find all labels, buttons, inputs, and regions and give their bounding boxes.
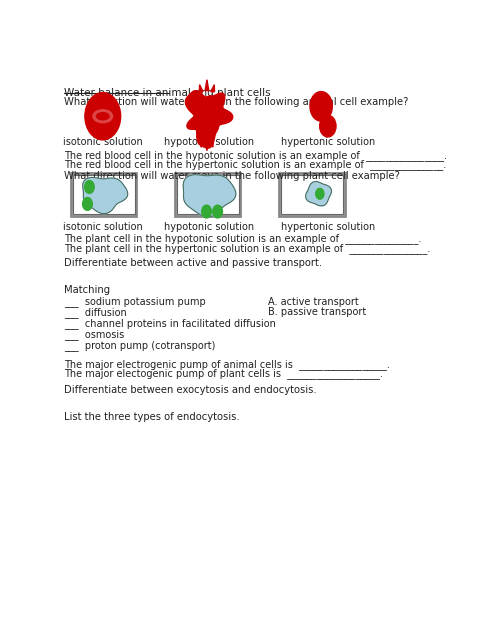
- Polygon shape: [211, 84, 215, 92]
- Text: List the three types of endocytosis.: List the three types of endocytosis.: [64, 412, 240, 422]
- Text: A. active transport: A. active transport: [268, 296, 359, 307]
- FancyBboxPatch shape: [279, 173, 345, 216]
- Polygon shape: [319, 112, 329, 123]
- Text: hypotonic solution: hypotonic solution: [164, 221, 254, 232]
- Text: B. passive transport: B. passive transport: [268, 307, 367, 317]
- Text: Matching: Matching: [64, 285, 110, 295]
- Ellipse shape: [96, 113, 109, 120]
- Text: The major electrogenic pump of animal cells is  __________________.: The major electrogenic pump of animal ce…: [64, 358, 390, 369]
- Text: hypotonic solution: hypotonic solution: [164, 137, 254, 147]
- FancyBboxPatch shape: [72, 175, 135, 214]
- Text: The major electogenic pump of plant cells is  ___________________.: The major electogenic pump of plant cell…: [64, 368, 384, 379]
- Text: The red blood cell in the hypertonic solution is an example of  _______________.: The red blood cell in the hypertonic sol…: [64, 159, 447, 170]
- Polygon shape: [183, 175, 236, 217]
- FancyBboxPatch shape: [281, 175, 343, 214]
- Polygon shape: [201, 141, 204, 147]
- Polygon shape: [205, 142, 208, 150]
- Text: isotonic solution: isotonic solution: [63, 137, 143, 147]
- Polygon shape: [306, 182, 332, 206]
- Text: hypertonic solution: hypertonic solution: [281, 137, 375, 147]
- FancyBboxPatch shape: [177, 175, 239, 214]
- Text: Differentiate between exocytosis and endocytosis.: Differentiate between exocytosis and end…: [64, 385, 317, 396]
- Circle shape: [213, 205, 222, 218]
- FancyBboxPatch shape: [71, 173, 136, 216]
- Text: hypertonic solution: hypertonic solution: [281, 221, 375, 232]
- Text: The red blood cell in the hypotonic solution is an example of  ________________.: The red blood cell in the hypotonic solu…: [64, 150, 447, 161]
- Circle shape: [310, 92, 332, 121]
- Polygon shape: [210, 141, 213, 147]
- Polygon shape: [199, 84, 203, 92]
- Text: ___  osmosis: ___ osmosis: [64, 329, 125, 340]
- Text: The plant cell in the hypotonic solution is an example of  _______________.: The plant cell in the hypotonic solution…: [64, 234, 422, 244]
- Circle shape: [84, 180, 94, 193]
- Text: ___  proton pump (cotransport): ___ proton pump (cotransport): [64, 340, 216, 351]
- Polygon shape: [205, 80, 209, 91]
- Text: ___  sodium potassium pump: ___ sodium potassium pump: [64, 296, 206, 307]
- Text: Water balance in animal and plant cells: Water balance in animal and plant cells: [64, 88, 271, 98]
- Circle shape: [85, 93, 120, 140]
- Text: What direction will water move in the following animal cell example?: What direction will water move in the fo…: [64, 97, 409, 108]
- Ellipse shape: [93, 109, 113, 123]
- Text: isotonic solution: isotonic solution: [63, 221, 143, 232]
- Circle shape: [83, 198, 92, 211]
- Circle shape: [202, 205, 211, 218]
- Circle shape: [320, 115, 336, 137]
- Polygon shape: [185, 91, 233, 148]
- Text: What direction will water move in the following plant cell example?: What direction will water move in the fo…: [64, 172, 400, 181]
- Text: Differentiate between active and passive transport.: Differentiate between active and passive…: [64, 258, 323, 268]
- Polygon shape: [83, 177, 128, 214]
- Text: The plant cell in the hypertonic solution is an example of  ________________.: The plant cell in the hypertonic solutio…: [64, 243, 431, 254]
- Circle shape: [316, 188, 324, 199]
- Text: ___  channel proteins in facilitated diffusion: ___ channel proteins in facilitated diff…: [64, 318, 276, 329]
- FancyBboxPatch shape: [175, 173, 240, 216]
- Text: ___  diffusion: ___ diffusion: [64, 307, 127, 318]
